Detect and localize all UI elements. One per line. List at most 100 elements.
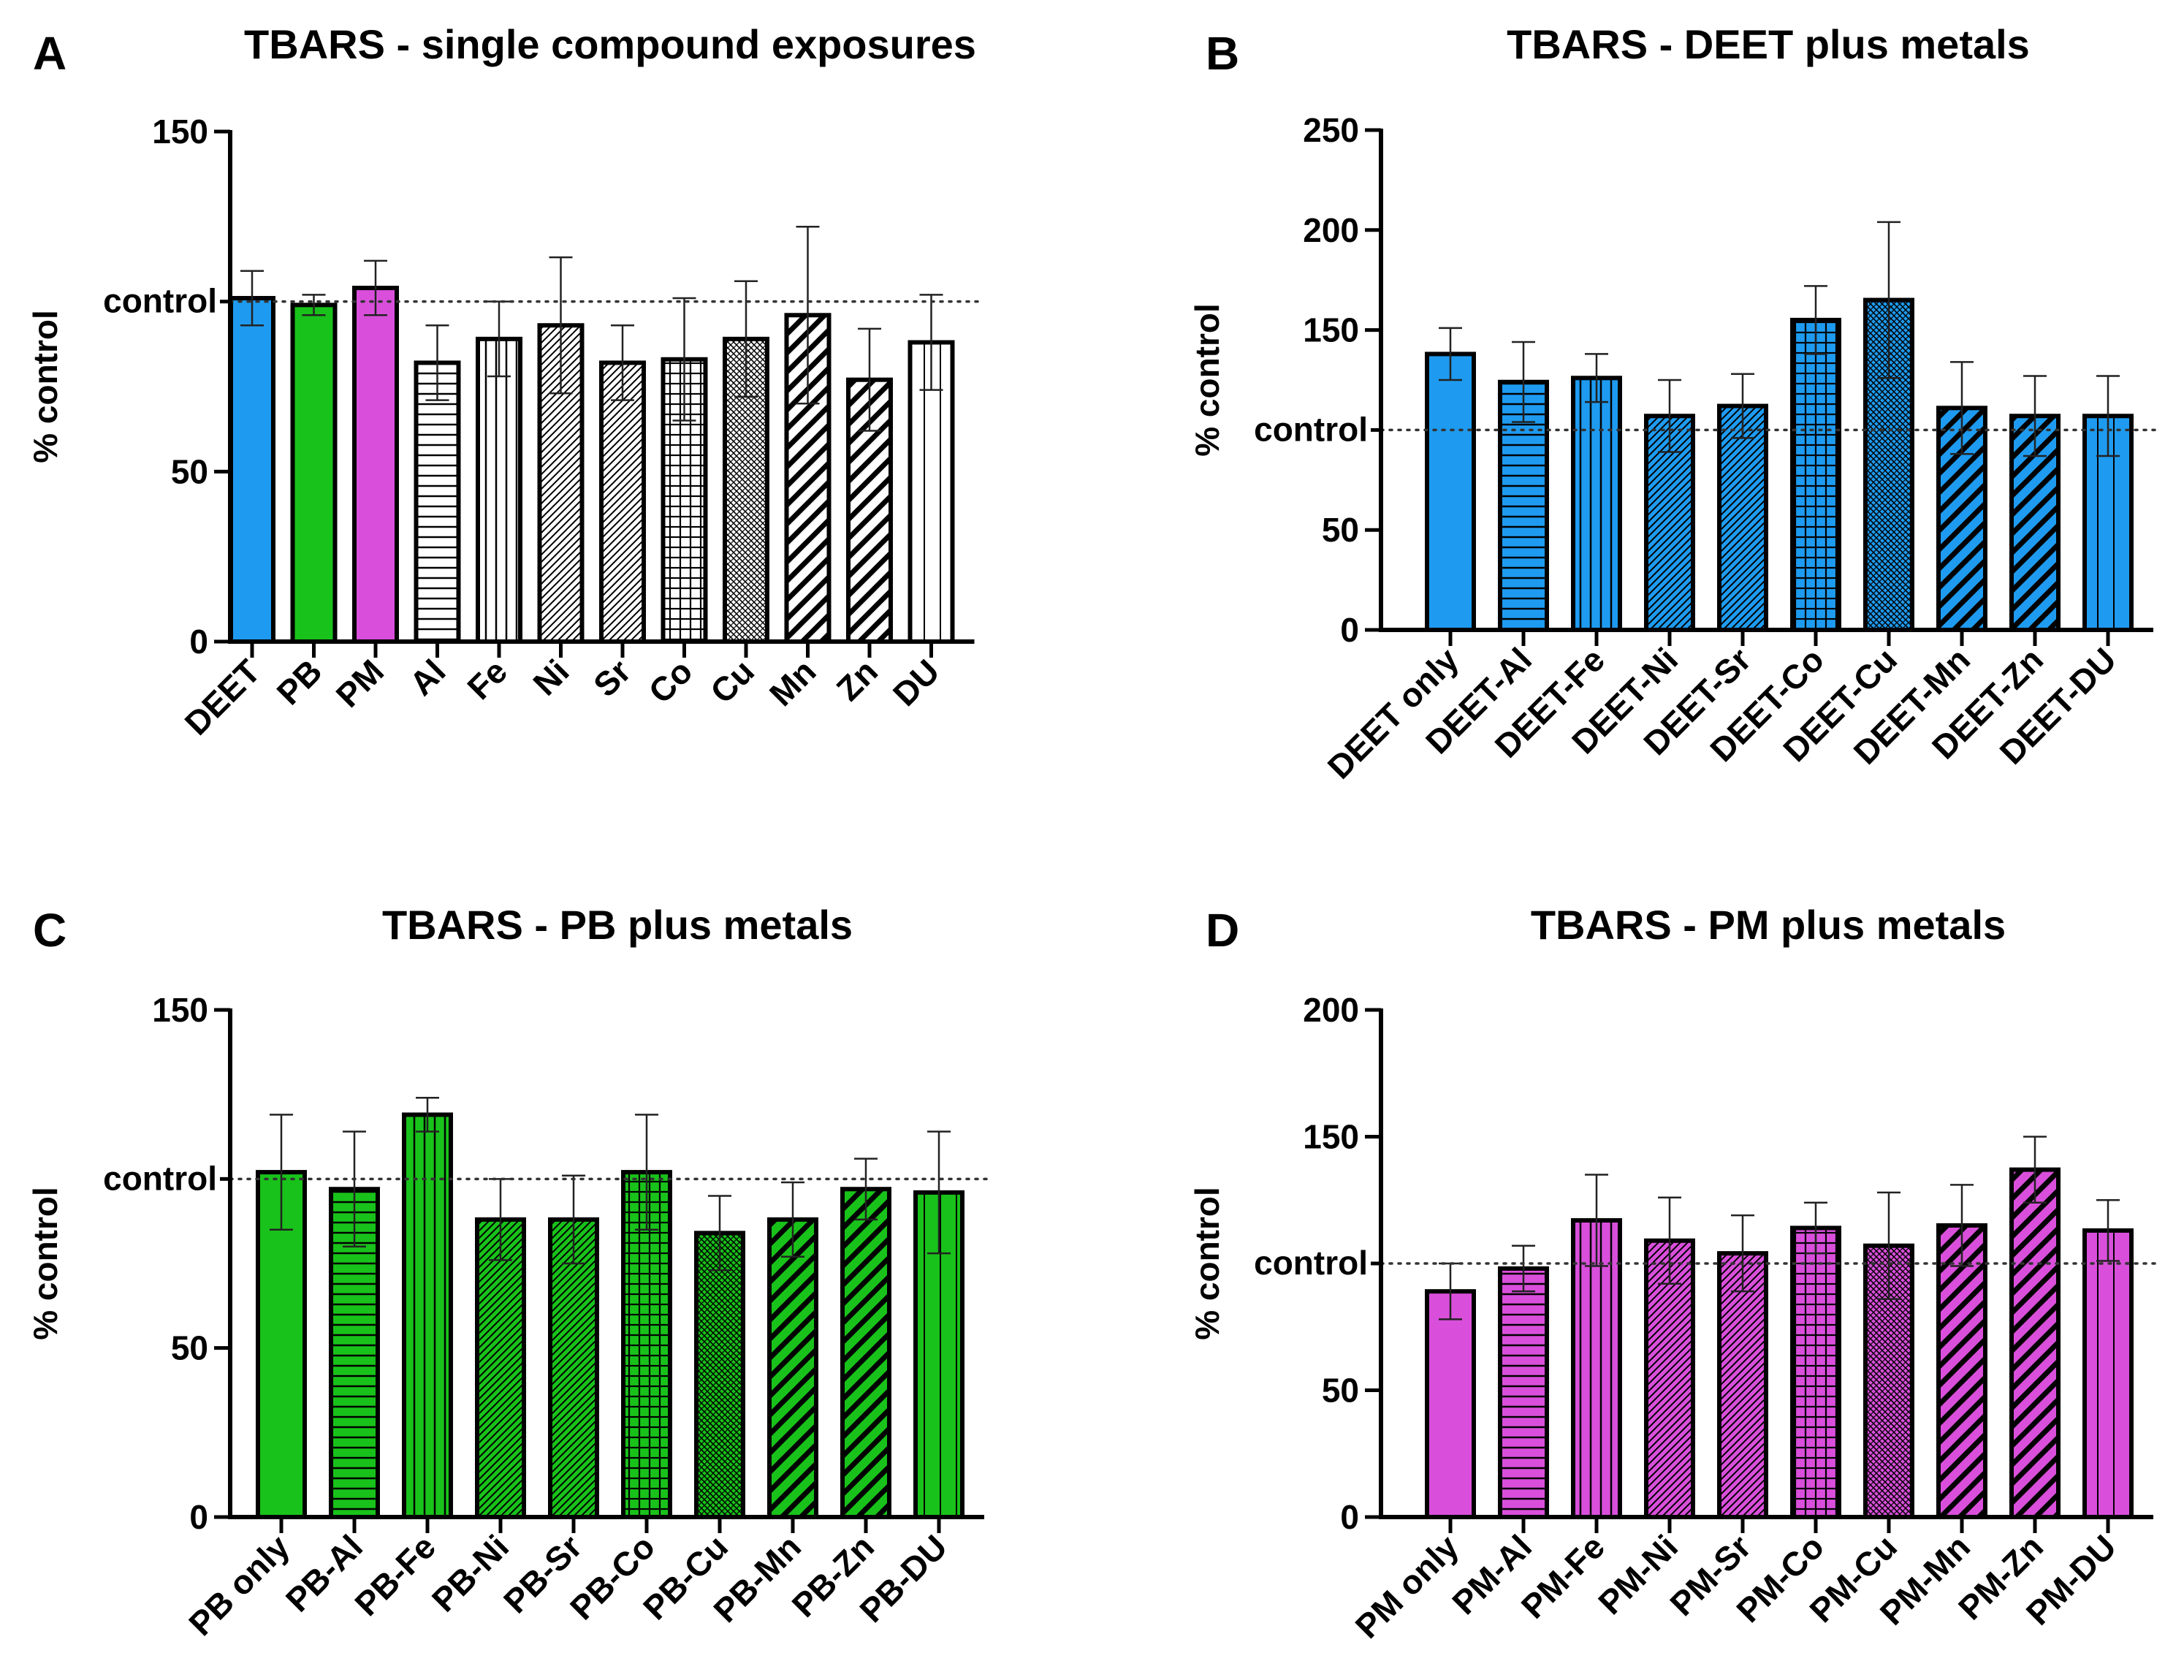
error-bar bbox=[1877, 221, 1900, 379]
error-bar bbox=[1658, 1196, 1681, 1285]
panel-D: D TBARS - PM plus metals % control control 0… bbox=[1188, 902, 2162, 1646]
error-bar bbox=[343, 1130, 366, 1248]
error-bar bbox=[1804, 1201, 1827, 1255]
error-bar bbox=[781, 1181, 804, 1258]
x-tick-label: Mn bbox=[762, 652, 823, 713]
chart-title: TBARS - PM plus metals bbox=[1531, 902, 2006, 948]
panel-B: B TBARS - DEET plus metals % control contro… bbox=[1188, 21, 2162, 786]
x-tick-label: PM-Ni bbox=[1591, 1527, 1685, 1622]
bar-pm-du bbox=[2082, 1228, 2134, 1519]
error-bar bbox=[1950, 361, 1974, 455]
y-tick-label: 50 bbox=[171, 452, 208, 490]
error-bar bbox=[1512, 341, 1535, 423]
panel-letter: C bbox=[33, 904, 66, 957]
panel-C: C TBARS - PB plus metals % control control 0… bbox=[26, 902, 993, 1643]
error-bar bbox=[1439, 327, 1462, 381]
y-tick-label: 150 bbox=[152, 991, 208, 1029]
error-bar bbox=[1658, 379, 1681, 453]
bar-pm-only bbox=[1425, 1289, 1476, 1520]
bar-pb-ni bbox=[475, 1217, 526, 1520]
y-tick-label: 50 bbox=[1322, 1372, 1359, 1410]
error-bar bbox=[416, 1097, 439, 1133]
y-tick-label: 150 bbox=[1303, 311, 1359, 349]
error-bar bbox=[2023, 375, 2047, 457]
error-bar bbox=[562, 1174, 585, 1265]
bar-pb-mn bbox=[767, 1217, 818, 1520]
y-tick-label: 250 bbox=[1303, 111, 1359, 149]
error-bar bbox=[549, 256, 573, 395]
bar-pm bbox=[352, 286, 399, 644]
error-bar bbox=[1512, 1244, 1535, 1293]
x-tick-label: PM only bbox=[1348, 1527, 1466, 1646]
error-bar bbox=[1731, 1214, 1754, 1293]
control-tick-label: control bbox=[103, 1159, 217, 1197]
bar-fe bbox=[476, 336, 522, 644]
y-tick-label: 150 bbox=[152, 113, 208, 151]
control-tick-label: control bbox=[1254, 410, 1368, 448]
error-bar bbox=[302, 294, 326, 316]
x-tick-label: Al bbox=[402, 652, 452, 702]
bar-sr bbox=[599, 360, 646, 644]
control-tick-label: control bbox=[1254, 1244, 1368, 1282]
x-tick-label: PM-Fe bbox=[1514, 1527, 1612, 1625]
error-bar bbox=[2096, 375, 2120, 457]
chart-title: TBARS - DEET plus metals bbox=[1507, 21, 2030, 67]
error-bar bbox=[487, 300, 511, 378]
y-axis-label: % control bbox=[26, 310, 64, 463]
y-tick-label: 200 bbox=[1303, 211, 1359, 249]
panel-A: A TBARS - single compound exposures % cont… bbox=[26, 21, 983, 742]
bar-pm-al bbox=[1498, 1266, 1549, 1519]
panel-letter: A bbox=[33, 27, 66, 80]
x-tick-label: PB only bbox=[181, 1527, 297, 1643]
bar-pb-cu bbox=[694, 1231, 745, 1519]
error-bar bbox=[854, 1158, 878, 1221]
bar-deet-fe bbox=[1571, 376, 1622, 632]
bar-pm-co bbox=[1790, 1225, 1841, 1520]
control-tick-label: control bbox=[103, 282, 217, 320]
error-bar bbox=[1950, 1184, 1974, 1267]
error-bar bbox=[796, 226, 820, 405]
chart-title: TBARS - PB plus metals bbox=[382, 902, 853, 948]
x-tick-label: Zn bbox=[829, 652, 886, 708]
x-tick-label: Co bbox=[641, 652, 699, 710]
y-tick-label: 50 bbox=[1322, 511, 1359, 549]
y-tick-label: 200 bbox=[1303, 991, 1359, 1029]
x-tick-label: DU bbox=[886, 652, 947, 713]
error-bar bbox=[858, 327, 881, 432]
y-tick-label: 0 bbox=[1340, 611, 1359, 649]
error-bar bbox=[1877, 1191, 1900, 1300]
bar-deet bbox=[229, 296, 275, 644]
x-tick-label: Cu bbox=[703, 652, 761, 710]
error-bar bbox=[2096, 1199, 2120, 1262]
x-tick-label: PB-Fe bbox=[347, 1527, 443, 1623]
bar-du bbox=[908, 340, 955, 644]
bar-pb-fe bbox=[402, 1112, 453, 1519]
panel-letter: D bbox=[1206, 904, 1239, 957]
error-bar bbox=[240, 270, 264, 327]
chart-title: TBARS - single compound exposures bbox=[244, 21, 976, 67]
bar-pm-mn bbox=[1936, 1223, 1987, 1519]
bar-pb-sr bbox=[548, 1217, 599, 1520]
error-bar bbox=[927, 1130, 951, 1255]
error-bar bbox=[734, 280, 758, 398]
error-bar bbox=[708, 1195, 731, 1272]
y-axis-label: % control bbox=[26, 1187, 64, 1340]
error-bar bbox=[1804, 285, 1827, 355]
bar-pb-zn bbox=[840, 1187, 891, 1520]
y-tick-label: 0 bbox=[189, 1498, 208, 1536]
error-bar bbox=[672, 297, 696, 422]
bar-deet-co bbox=[1790, 317, 1841, 632]
bar-deet-sr bbox=[1717, 403, 1768, 632]
bar-pm-zn bbox=[2009, 1167, 2061, 1519]
y-tick-label: 0 bbox=[1340, 1498, 1359, 1536]
x-tick-label: Ni bbox=[525, 652, 576, 702]
y-axis-label: % control bbox=[1188, 1187, 1226, 1340]
x-tick-label: PB bbox=[270, 652, 330, 712]
y-tick-label: 150 bbox=[1303, 1118, 1359, 1156]
y-tick-label: 0 bbox=[189, 623, 208, 661]
bar-pm-sr bbox=[1717, 1251, 1768, 1519]
error-bar bbox=[270, 1114, 293, 1231]
error-bar bbox=[635, 1114, 658, 1231]
error-bar bbox=[425, 324, 449, 401]
